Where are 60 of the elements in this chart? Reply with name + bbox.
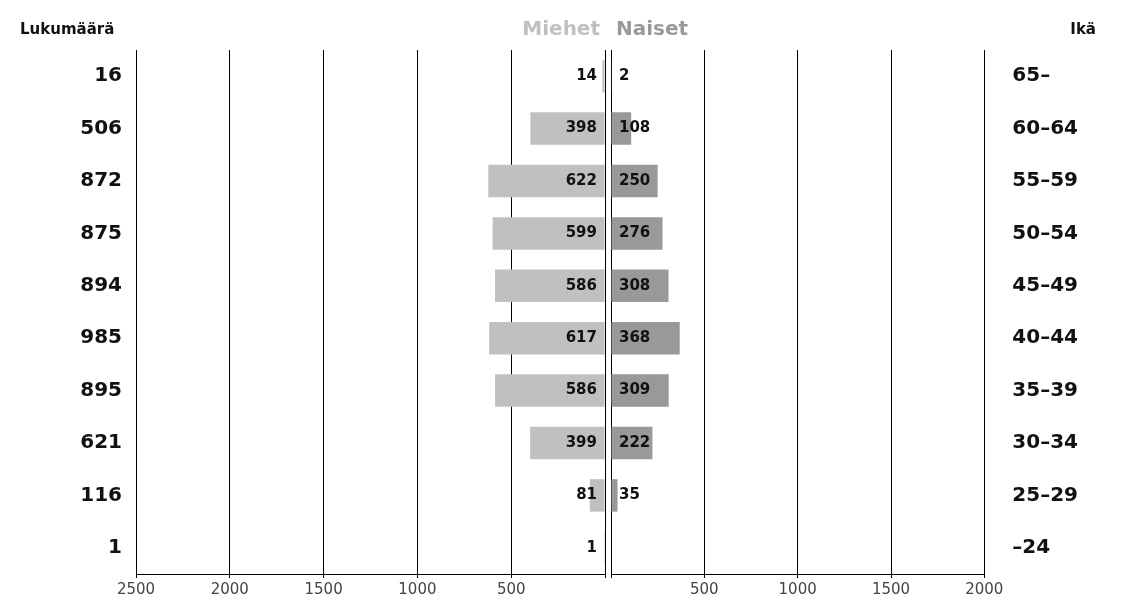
x-tick-label: 1500 — [304, 579, 343, 598]
y-tick-label: 35–39 — [1012, 376, 1079, 401]
bar — [495, 374, 605, 407]
data-label: 222 — [619, 432, 651, 451]
text: 872 — [80, 167, 122, 192]
data-label: 599 — [565, 223, 597, 242]
data-label: 2 — [619, 66, 630, 85]
y-tick-label: 25–29 — [1012, 481, 1079, 506]
text: Lukumäärä — [20, 19, 115, 38]
data-label: 250 — [619, 170, 651, 189]
data-label: 35 — [619, 485, 640, 504]
text: 985 — [80, 324, 122, 349]
x-tick-label: 1000 — [398, 579, 437, 598]
y-tick-label: –24 — [1012, 534, 1051, 558]
data-label: 309 — [619, 380, 651, 399]
data-label: 586 — [565, 275, 597, 294]
x-tick-label: 2000 — [965, 579, 1004, 598]
data-label: 81 — [576, 485, 597, 504]
text: 1 — [108, 534, 122, 558]
y-tick-label: 50–54 — [1012, 219, 1079, 244]
x-tick-label: 2000 — [210, 579, 249, 598]
y-tick-label: 40–44 — [1012, 324, 1079, 349]
bar — [611, 479, 618, 512]
bar — [495, 269, 605, 303]
data-label: 617 — [565, 328, 597, 347]
data-label: 14 — [576, 66, 597, 85]
text: 116 — [80, 481, 122, 506]
x-tick-label: 500 — [496, 579, 526, 598]
data-label: 399 — [565, 432, 597, 451]
series-label: Naiset — [616, 16, 689, 41]
x-tick-label: 1500 — [871, 579, 911, 598]
y-tick-label: 55–59 — [1012, 167, 1079, 192]
bar — [488, 164, 605, 198]
data-label: 368 — [619, 328, 651, 347]
y-tick-label: 60–64 — [1012, 114, 1079, 139]
y-tick-label: 65– — [1012, 62, 1051, 87]
text: 621 — [80, 429, 122, 454]
bar — [489, 321, 605, 355]
data-label: 276 — [619, 223, 651, 242]
text: 16 — [94, 62, 122, 87]
text: 894 — [80, 272, 122, 296]
y-axis-title: Ikä — [1070, 19, 1096, 38]
text: 895 — [80, 376, 122, 401]
data-label: 586 — [565, 380, 597, 399]
data-label: 398 — [565, 118, 597, 137]
x-tick-label: 500 — [690, 579, 719, 598]
data-label: 1 — [586, 537, 597, 556]
text: 875 — [80, 219, 122, 244]
series-label: Miehet — [522, 16, 601, 41]
x-tick-label: 1000 — [778, 579, 817, 598]
data-label: 622 — [565, 170, 597, 189]
data-label: 308 — [619, 275, 651, 294]
x-tick-label: 2500 — [116, 579, 156, 598]
text: 506 — [80, 114, 122, 139]
y-tick-label: 30–34 — [1012, 429, 1079, 454]
y-tick-label: 45–49 — [1012, 272, 1079, 296]
bar — [530, 112, 605, 145]
bar — [602, 59, 605, 93]
bar — [492, 217, 605, 250]
data-label: 108 — [619, 118, 651, 137]
